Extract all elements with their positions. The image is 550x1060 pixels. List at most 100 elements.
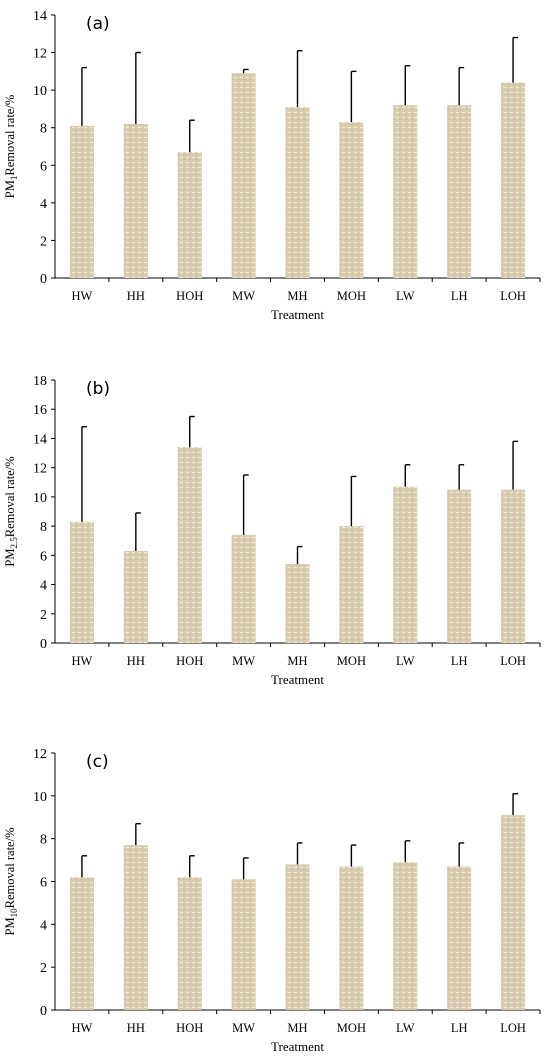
x-tick-label: MW — [232, 289, 255, 303]
x-tick-label: LOH — [500, 1021, 526, 1035]
y-tick-label: 8 — [40, 520, 47, 535]
y-axis-title-subscript: 1 — [9, 176, 19, 181]
x-tick-label: HH — [127, 289, 145, 303]
bar — [231, 879, 256, 1010]
y-tick-label: 12 — [33, 47, 47, 62]
x-tick-label: HW — [72, 654, 93, 668]
x-tick-label: HH — [127, 654, 145, 668]
bar — [69, 521, 94, 643]
y-tick-label: 18 — [33, 374, 47, 389]
y-tick-label: 14 — [33, 9, 47, 24]
y-axis-title-subscript: 2.5 — [9, 537, 19, 549]
bar — [501, 82, 526, 278]
y-tick-label: 8 — [40, 833, 47, 848]
y-tick-label: 14 — [33, 432, 47, 447]
y-axis-title-prefix: PM — [3, 180, 17, 198]
y-tick-label: 8 — [40, 122, 47, 137]
y-tick-label: 2 — [40, 234, 47, 249]
x-tick-label: LH — [451, 1021, 468, 1035]
x-tick-label: LW — [396, 654, 415, 668]
x-tick-label: MH — [287, 654, 307, 668]
x-axis-title: Treatment — [271, 307, 324, 322]
x-tick-label: HW — [72, 289, 93, 303]
y-axis-title-suffix: Removal rate/% — [3, 828, 17, 909]
y-tick-label: 10 — [33, 491, 47, 506]
y-axis-title: PM2.5Removal rate/% — [3, 456, 19, 566]
bar — [393, 486, 418, 643]
y-tick-label: 10 — [33, 84, 47, 99]
x-tick-label: MW — [232, 1021, 255, 1035]
bar — [501, 489, 526, 643]
y-tick-label: 16 — [33, 403, 47, 418]
panel-label: (a) — [86, 14, 110, 34]
bar — [339, 122, 364, 278]
x-tick-label: LH — [451, 289, 468, 303]
bar — [447, 489, 472, 643]
y-tick-label: 4 — [40, 579, 47, 594]
y-tick-label: 4 — [40, 197, 47, 212]
x-tick-label: LH — [451, 654, 468, 668]
y-axis-title: PM10Removal rate/% — [3, 828, 19, 936]
x-tick-label: LW — [396, 289, 415, 303]
bar — [285, 107, 310, 278]
y-axis-title-prefix: PM — [3, 549, 17, 567]
x-tick-label: LOH — [500, 654, 526, 668]
y-tick-label: 2 — [40, 608, 47, 623]
bar — [285, 564, 310, 643]
y-tick-label: 2 — [40, 961, 47, 976]
y-tick-label: 0 — [40, 637, 47, 652]
bar — [231, 534, 256, 643]
x-tick-label: HW — [72, 1021, 93, 1035]
x-tick-label: MOH — [337, 1021, 366, 1035]
y-tick-label: 6 — [40, 876, 47, 891]
x-tick-label: HH — [127, 1021, 145, 1035]
y-axis-title: PM1Removal rate/% — [3, 95, 19, 198]
x-tick-label: MH — [287, 1021, 307, 1035]
bar — [231, 73, 256, 278]
x-tick-label: MW — [232, 654, 255, 668]
x-tick-label: MOH — [337, 654, 366, 668]
bar — [123, 550, 148, 643]
y-tick-label: 0 — [40, 272, 47, 287]
bar — [339, 526, 364, 643]
chart-panel-a: 0 2 4 6 8 10 12 14 HW HH HOH MW MH MOH LW LH LOH Treatmen… — [3, 9, 541, 322]
y-tick-label: 6 — [40, 159, 47, 174]
bar — [123, 845, 148, 1010]
bar — [393, 105, 418, 279]
x-axis-title: Treatment — [271, 672, 324, 687]
panel-label: (b) — [86, 379, 110, 399]
bar — [285, 864, 310, 1010]
bar — [177, 447, 202, 643]
chart-panel-b: 0 2 4 6 8 10 12 14 16 18 HW HH HOH MW MH MOH LW LH LOH Trea… — [3, 374, 541, 687]
panel-label: (c) — [86, 752, 109, 772]
x-tick-label: HOH — [176, 654, 203, 668]
bar — [447, 866, 472, 1010]
bar — [69, 125, 94, 278]
x-tick-label: MH — [287, 289, 307, 303]
bar — [123, 123, 148, 278]
bar — [501, 815, 526, 1010]
x-tick-label: HOH — [176, 289, 203, 303]
y-axis-title-suffix: Removal rate/% — [3, 95, 17, 176]
bar — [339, 866, 364, 1010]
y-tick-label: 4 — [40, 918, 47, 933]
x-axis-title: Treatment — [271, 1039, 324, 1054]
y-tick-label: 12 — [33, 462, 47, 477]
y-tick-label: 12 — [33, 747, 47, 762]
bar — [69, 877, 94, 1010]
y-axis-title-subscript: 10 — [9, 908, 19, 918]
bar — [447, 105, 472, 279]
y-tick-label: 0 — [40, 1004, 47, 1019]
x-tick-label: MOH — [337, 289, 366, 303]
bar — [393, 862, 418, 1010]
bar — [177, 877, 202, 1010]
y-tick-label: 10 — [33, 790, 47, 805]
x-tick-label: HOH — [176, 1021, 203, 1035]
y-tick-label: 6 — [40, 549, 47, 564]
chart-panel-c: 0 2 4 6 8 10 12 HW HH HOH MW MH MOH LW LH LOH Treatment (… — [3, 747, 541, 1054]
x-tick-label: LW — [396, 1021, 415, 1035]
bar — [177, 152, 202, 278]
y-axis-title-suffix: Removal rate/% — [3, 456, 17, 537]
y-axis-title-prefix: PM — [3, 917, 17, 935]
